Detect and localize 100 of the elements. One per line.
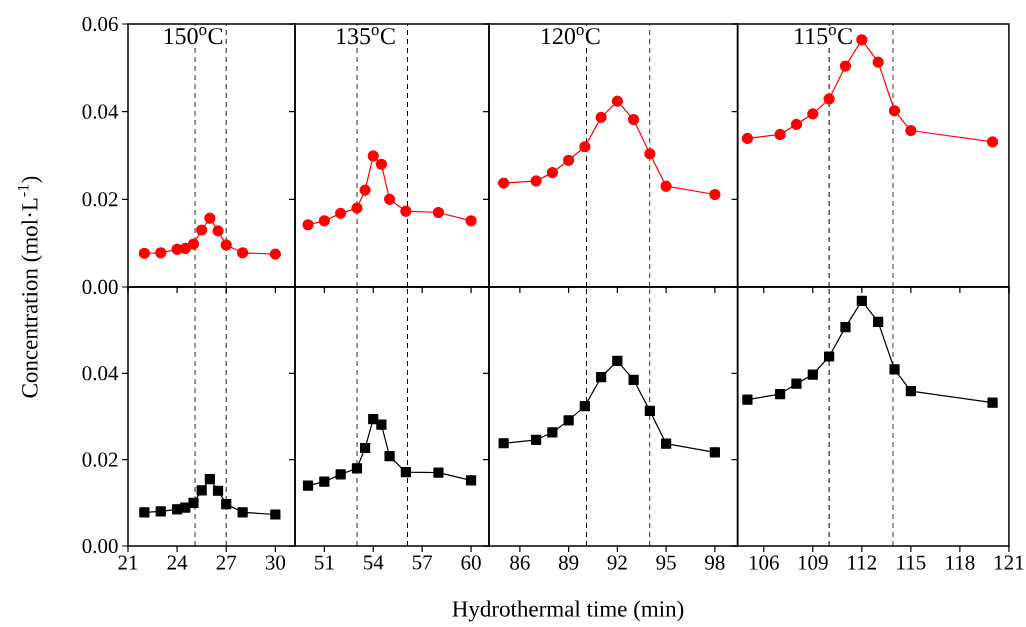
point xyxy=(237,247,249,259)
x-tick-label: 30 xyxy=(265,555,286,570)
x-tick-label: 98 xyxy=(705,555,725,570)
x-tick-label: 86 xyxy=(510,555,530,570)
point xyxy=(563,154,575,166)
y-tick-label: 0.00 xyxy=(82,279,118,295)
point xyxy=(888,105,901,117)
y-tick-label: 0.06 xyxy=(82,16,118,32)
point xyxy=(644,148,656,160)
y-tick-label: 0.02 xyxy=(82,192,118,207)
point xyxy=(873,316,884,328)
chart-title: 150$^{o}$C xyxy=(164,27,223,45)
point xyxy=(661,438,672,449)
point xyxy=(824,351,835,362)
point xyxy=(579,401,590,412)
point xyxy=(660,180,672,192)
x-tick-label: 60 xyxy=(461,555,481,570)
point xyxy=(351,202,363,214)
point xyxy=(302,480,314,491)
point xyxy=(839,60,852,72)
point xyxy=(155,247,167,259)
point xyxy=(498,177,510,189)
x-tick-label: 24 xyxy=(167,555,188,570)
point xyxy=(367,150,379,162)
point xyxy=(187,238,200,250)
x-tick-label: 57 xyxy=(412,555,433,570)
point xyxy=(791,378,802,389)
point xyxy=(612,355,623,366)
point xyxy=(319,476,330,487)
point xyxy=(872,56,884,68)
x-axis-title: Hydrothermal time (min) xyxy=(452,600,684,622)
point xyxy=(531,434,542,445)
point xyxy=(270,509,281,520)
point xyxy=(856,34,868,46)
point xyxy=(139,507,150,518)
x-tick-label: 109 xyxy=(798,555,828,570)
point xyxy=(302,219,314,231)
y-tick-label: 0.04 xyxy=(82,104,119,119)
point xyxy=(563,415,574,426)
point xyxy=(741,132,754,144)
point xyxy=(856,295,867,306)
point xyxy=(546,166,558,179)
point xyxy=(180,502,191,513)
y-tick-label: 0.00 xyxy=(82,538,118,554)
x-tick-label: 118 xyxy=(946,555,975,570)
point xyxy=(709,447,720,458)
point xyxy=(269,248,281,260)
point xyxy=(138,247,150,259)
point xyxy=(204,473,215,485)
point xyxy=(628,374,639,385)
point xyxy=(807,369,818,380)
point xyxy=(220,239,232,251)
point xyxy=(579,141,591,153)
point xyxy=(595,111,607,123)
point xyxy=(905,124,917,137)
point xyxy=(775,388,786,400)
point xyxy=(644,405,655,416)
point xyxy=(335,469,346,480)
point xyxy=(840,322,851,333)
point xyxy=(807,108,819,120)
y-tick-label: 0.04 xyxy=(82,366,119,381)
x-tick-label: 121 xyxy=(995,555,1024,570)
point xyxy=(400,467,411,478)
x-tick-label: 27 xyxy=(216,555,237,570)
x-tick-label: 112 xyxy=(848,555,877,570)
x-tick-label: 89 xyxy=(558,555,579,570)
point xyxy=(221,499,232,510)
point xyxy=(375,158,388,170)
point xyxy=(351,463,363,474)
point xyxy=(742,394,753,405)
point xyxy=(611,95,623,107)
point xyxy=(318,215,330,227)
point xyxy=(530,175,542,187)
point xyxy=(889,364,900,375)
point xyxy=(383,193,396,205)
point xyxy=(774,128,786,141)
point xyxy=(360,442,371,454)
point xyxy=(465,475,477,486)
x-tick-label: 106 xyxy=(749,555,779,570)
x-tick-label: 115 xyxy=(897,555,926,570)
point xyxy=(790,118,803,130)
chart-title: 115$^{o}$C xyxy=(795,27,852,45)
x-tick-label: 92 xyxy=(607,555,627,570)
chart-title: 135$^{o}$C xyxy=(337,27,395,45)
y-tick-label: 0.02 xyxy=(82,452,118,467)
y-axis-title: Concentration (mol·L$^{-1}$) xyxy=(17,176,43,398)
point xyxy=(359,184,371,196)
point xyxy=(188,497,199,508)
x-tick-label: 95 xyxy=(656,555,676,570)
point xyxy=(237,507,248,518)
point xyxy=(432,206,445,219)
point xyxy=(335,207,347,219)
point xyxy=(465,215,477,227)
point xyxy=(628,113,640,126)
point xyxy=(155,506,166,517)
point xyxy=(823,93,835,105)
point xyxy=(204,212,216,224)
point xyxy=(376,419,387,430)
point xyxy=(986,136,999,148)
chart-title: 120$^{o}$C xyxy=(542,27,600,45)
